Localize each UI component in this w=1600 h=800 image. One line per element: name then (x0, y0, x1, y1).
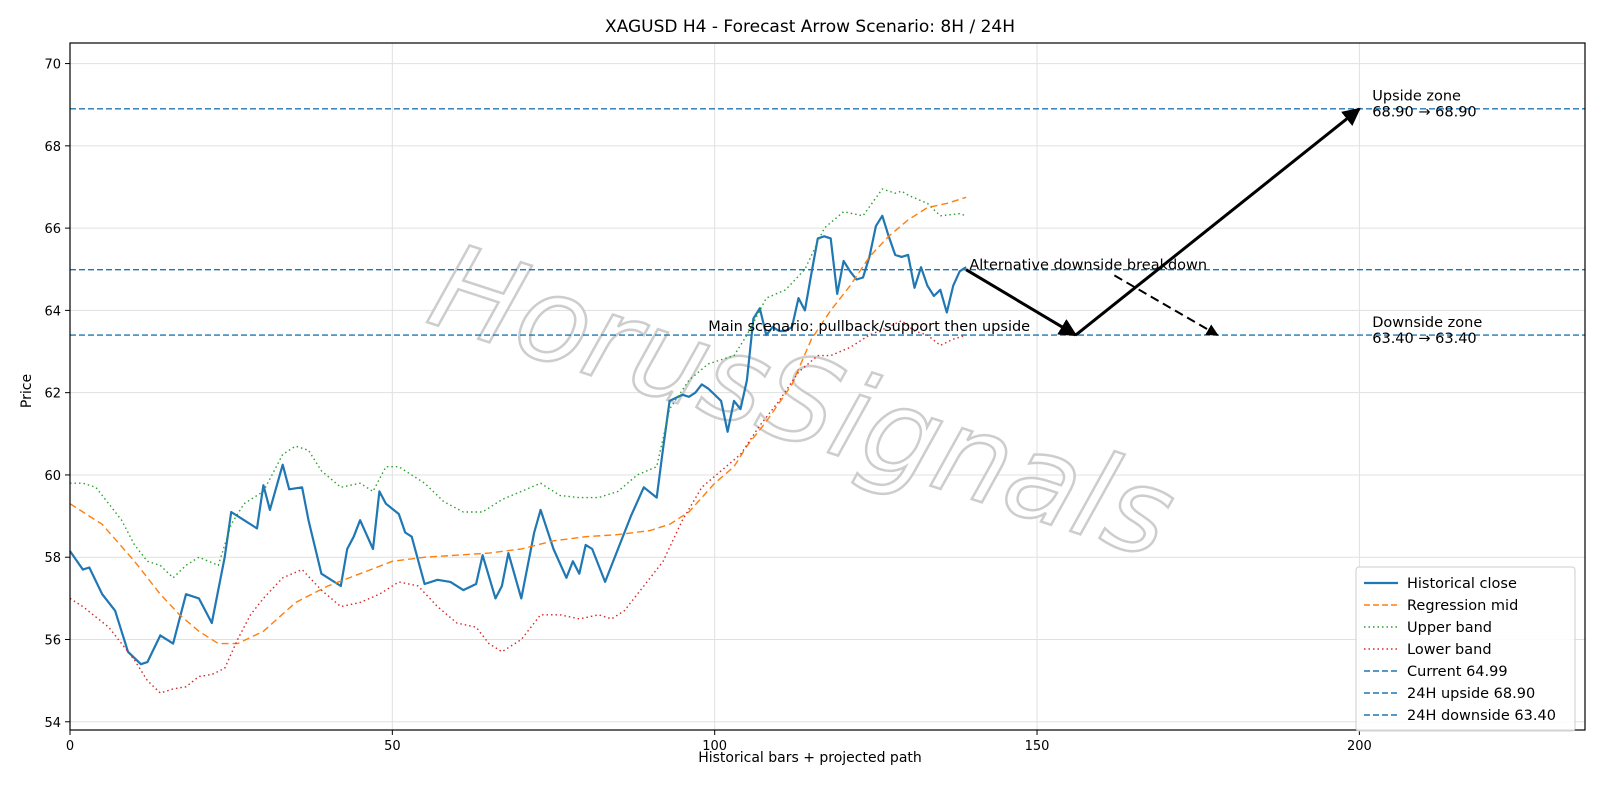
x-tick-label: 200 (1347, 739, 1372, 754)
series-line (69, 214, 967, 666)
y-tick-label: 70 (44, 58, 61, 73)
y-tick-label: 68 (44, 140, 61, 155)
y-tick-label: 54 (44, 716, 61, 731)
y-tick-label: 62 (44, 387, 61, 402)
chart-title: XAGUSD H4 - Forecast Arrow Scenario: 8H … (605, 17, 1015, 37)
legend-label: Current 64.99 (1407, 664, 1508, 680)
annotation-text: Main scenario: pullback/support then ups… (708, 319, 1030, 335)
legend: Historical close Regression mid Upper band… (1355, 566, 1576, 732)
annotation-text: Alternative downside breakdown (969, 257, 1207, 273)
y-tick-label: 66 (44, 222, 61, 237)
y-tick-label: 58 (44, 551, 61, 566)
x-axis-label: Historical bars + projected path (698, 750, 922, 766)
legend-label: 24H downside 63.40 (1407, 708, 1556, 724)
forecast-arrow (1074, 107, 1361, 337)
axes-frame (69, 42, 1586, 731)
x-tick-label: 150 (1025, 739, 1050, 754)
annotation-subtext: 63.40 → 63.40 (1372, 331, 1476, 347)
annotation-text: Upside zone (1372, 89, 1461, 105)
axes-layer: 0 50 100 150 200 54 56 58 60 62 64 66 68 70 (44, 42, 1586, 754)
y-tick-label: 56 (44, 633, 61, 648)
y-tick-label: 64 (44, 304, 61, 319)
annotation-subtext: 68.90 → 68.90 (1372, 105, 1476, 121)
forecast-arrow (1113, 274, 1219, 336)
series-line (69, 196, 967, 645)
legend-label: Historical close (1407, 576, 1517, 592)
series-line (70, 188, 967, 579)
x-tick-label: 50 (384, 739, 401, 754)
y-tick-label: 60 (44, 469, 61, 484)
legend-label: Upper band (1407, 620, 1492, 636)
annotation-text: Downside zone (1372, 315, 1482, 331)
x-tick-label: 100 (702, 739, 727, 754)
y-axis-label: Price (19, 374, 35, 408)
arrows-layer (965, 107, 1361, 337)
series-layer (69, 188, 967, 694)
forecast-arrow (965, 268, 1078, 337)
grid-layer (69, 43, 1585, 730)
legend-label: 24H upside 68.90 (1407, 686, 1535, 702)
legend-label: Lower band (1407, 642, 1492, 658)
legend-box (1355, 566, 1576, 732)
x-tick-label: 0 (66, 739, 74, 754)
legend-label: Regression mid (1407, 598, 1518, 614)
reference-lines-layer (70, 108, 1585, 336)
annotations-layer: Alternative downside breakdown Main scena… (708, 89, 1482, 347)
